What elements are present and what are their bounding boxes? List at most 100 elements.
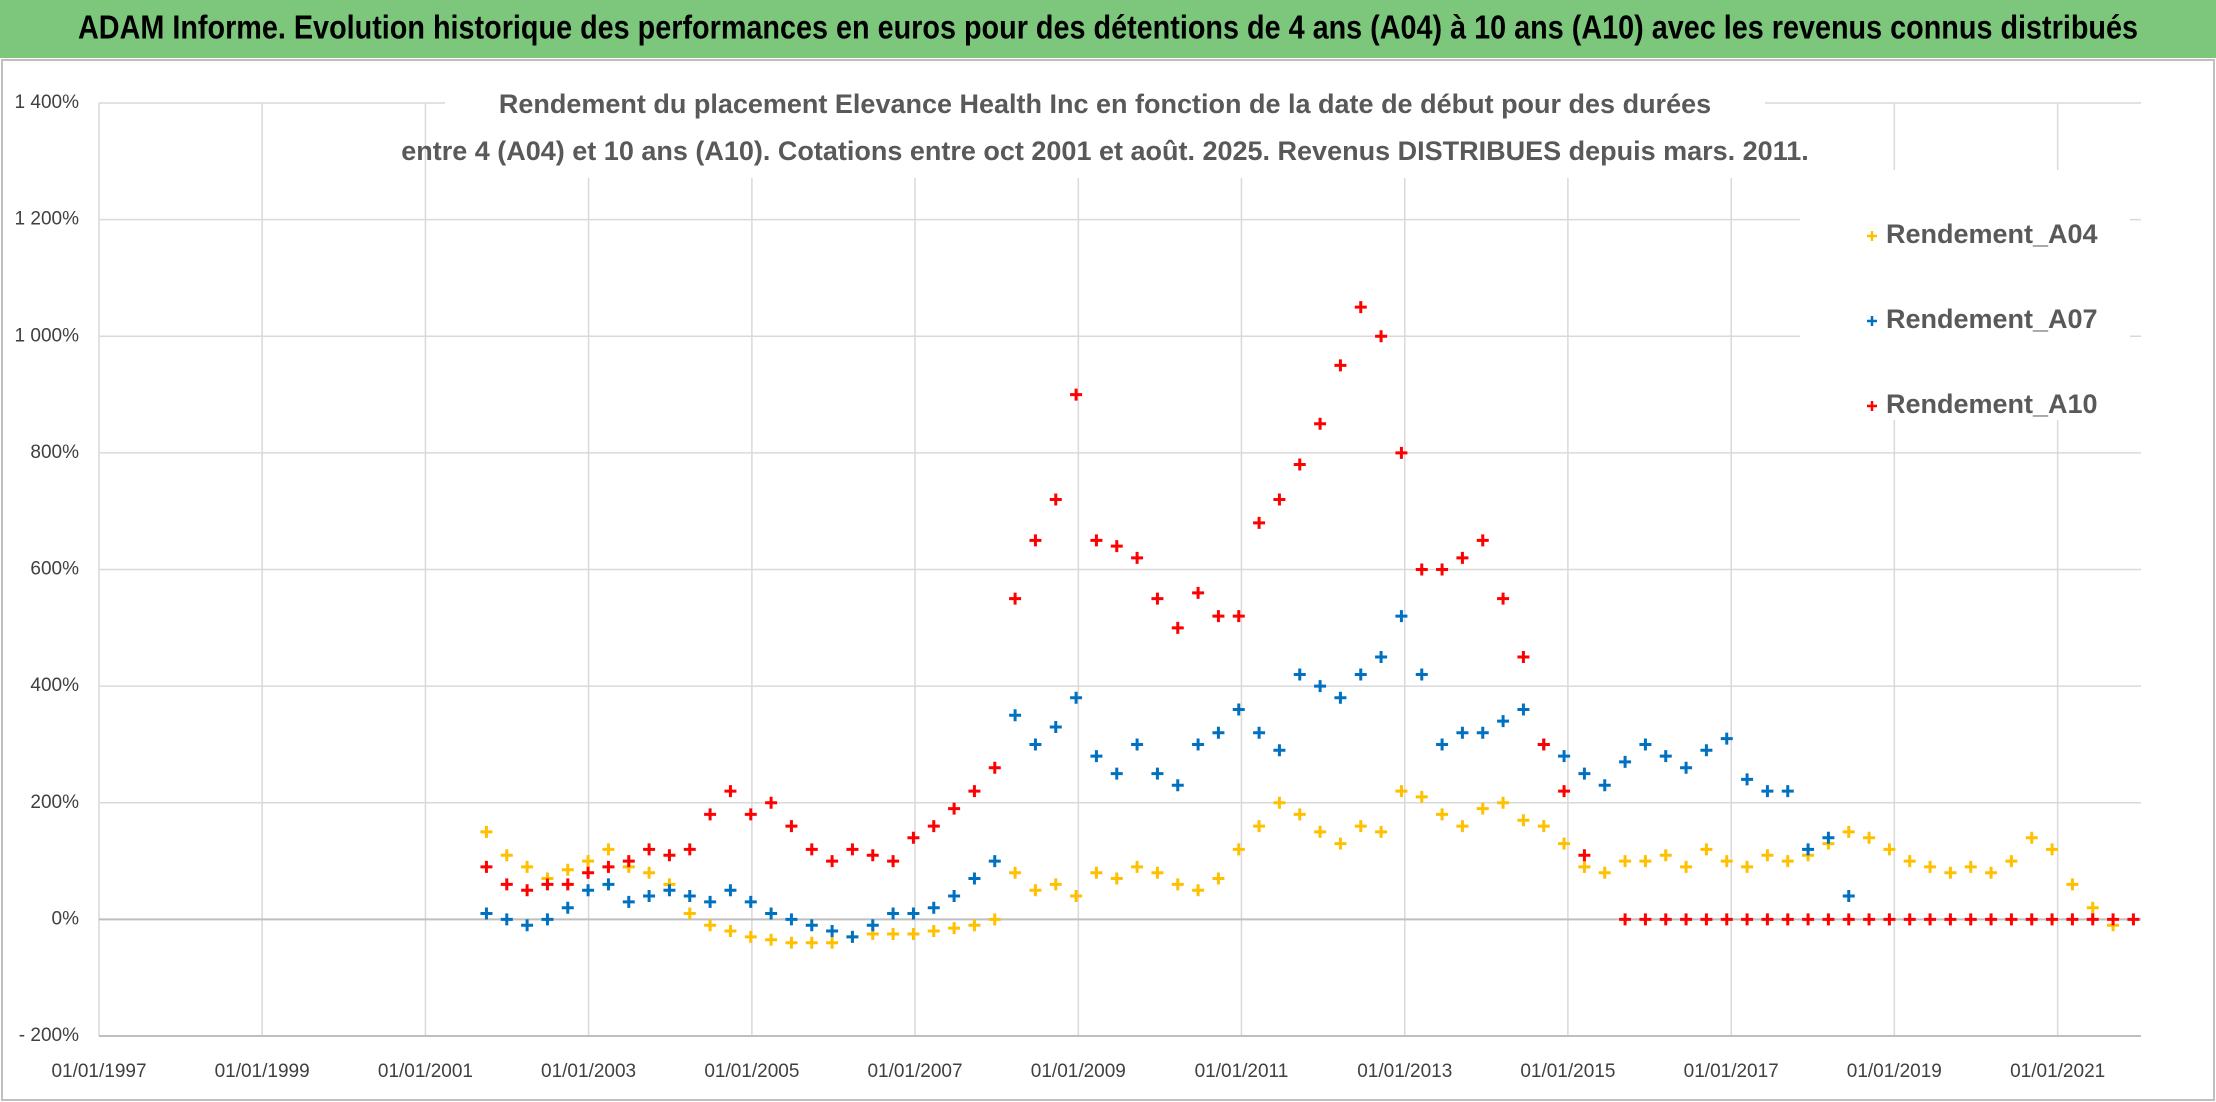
x-tick-label: 01/01/1999 [215, 1061, 310, 1082]
data-point [988, 761, 1001, 774]
data-point [643, 843, 656, 856]
data-point [1741, 913, 1754, 926]
data-point [927, 901, 940, 914]
data-point [1354, 820, 1367, 833]
data-point [1009, 592, 1022, 605]
data-point [1354, 301, 1367, 314]
data-point [1476, 802, 1489, 815]
data-point [1334, 691, 1347, 704]
data-point [1863, 913, 1876, 926]
data-point [602, 860, 615, 873]
data-point [1253, 726, 1266, 739]
data-point [2025, 831, 2038, 844]
data-point [785, 820, 798, 833]
data-point [1476, 534, 1489, 547]
data-point [1903, 855, 1916, 868]
x-tick-label: 01/01/2017 [1684, 1061, 1779, 1082]
data-point [907, 907, 920, 920]
data-point [561, 863, 574, 876]
data-point [785, 936, 798, 949]
data-point [1436, 738, 1449, 751]
y-tick-label: 400% [30, 675, 79, 696]
data-point [1253, 516, 1266, 529]
data-point [1049, 720, 1062, 733]
data-point [744, 808, 757, 821]
data-point [846, 930, 859, 943]
data-point [1232, 610, 1245, 623]
data-point [1090, 534, 1103, 547]
data-point [1924, 913, 1937, 926]
data-point [622, 855, 635, 868]
data-point [1985, 913, 1998, 926]
data-point [2005, 913, 2018, 926]
data-point [1720, 732, 1733, 745]
data-point [683, 890, 696, 903]
x-tick-label: 01/01/2007 [867, 1061, 962, 1082]
x-tick-label: 01/01/2011 [1195, 1061, 1289, 1082]
data-point [704, 895, 717, 908]
data-point [1659, 849, 1672, 862]
data-point [1415, 790, 1428, 803]
data-point [1741, 773, 1754, 786]
data-point [1619, 913, 1632, 926]
chart-title: Rendement du placement Elevance Health I… [499, 89, 1711, 119]
data-point [1700, 744, 1713, 757]
data-point [1029, 738, 1042, 751]
data-point [1842, 913, 1855, 926]
data-point [500, 913, 513, 926]
data-point [1863, 831, 1876, 844]
data-point [1375, 650, 1388, 663]
data-point [1009, 866, 1022, 879]
data-point [561, 901, 574, 914]
data-point [1944, 866, 1957, 879]
data-point [1558, 750, 1571, 763]
data-point [1395, 446, 1408, 459]
data-point [1334, 359, 1347, 372]
data-point [948, 802, 961, 815]
data-point [1517, 650, 1530, 663]
data-point [480, 825, 493, 838]
data-point [744, 895, 757, 908]
x-tick-label: 01/01/2005 [704, 1061, 799, 1082]
data-point [1192, 884, 1205, 897]
data-point [1151, 866, 1164, 879]
data-point [765, 796, 778, 809]
data-point [1253, 820, 1266, 833]
data-point [1537, 820, 1550, 833]
data-point [480, 907, 493, 920]
data-point [1415, 668, 1428, 681]
data-point [907, 927, 920, 940]
y-tick-label: 800% [30, 442, 79, 463]
x-tick-label: 01/01/2001 [378, 1061, 473, 1082]
data-point [765, 933, 778, 946]
data-point [2025, 913, 2038, 926]
data-point [927, 820, 940, 833]
data-point [724, 785, 737, 798]
data-point [1212, 872, 1225, 885]
data-point [1700, 913, 1713, 926]
data-point [846, 843, 859, 856]
data-point [521, 884, 534, 897]
y-tick-label: - 200% [19, 1025, 79, 1046]
data-point [724, 925, 737, 938]
data-point [1212, 610, 1225, 623]
data-point [1192, 586, 1205, 599]
data-point [1293, 808, 1306, 821]
data-point [1781, 785, 1794, 798]
data-point [683, 843, 696, 856]
data-point [2046, 913, 2059, 926]
data-point [1354, 668, 1367, 681]
data-point [1171, 779, 1184, 792]
data-point [1395, 610, 1408, 623]
data-point [907, 831, 920, 844]
data-point [805, 936, 818, 949]
data-point [1009, 709, 1022, 722]
data-point [1578, 767, 1591, 780]
x-tick-label: 01/01/2019 [1847, 1061, 1942, 1082]
data-point [1212, 726, 1225, 739]
data-point [1558, 837, 1571, 850]
data-point [1781, 913, 1794, 926]
data-point [826, 936, 839, 949]
data-point [1029, 884, 1042, 897]
